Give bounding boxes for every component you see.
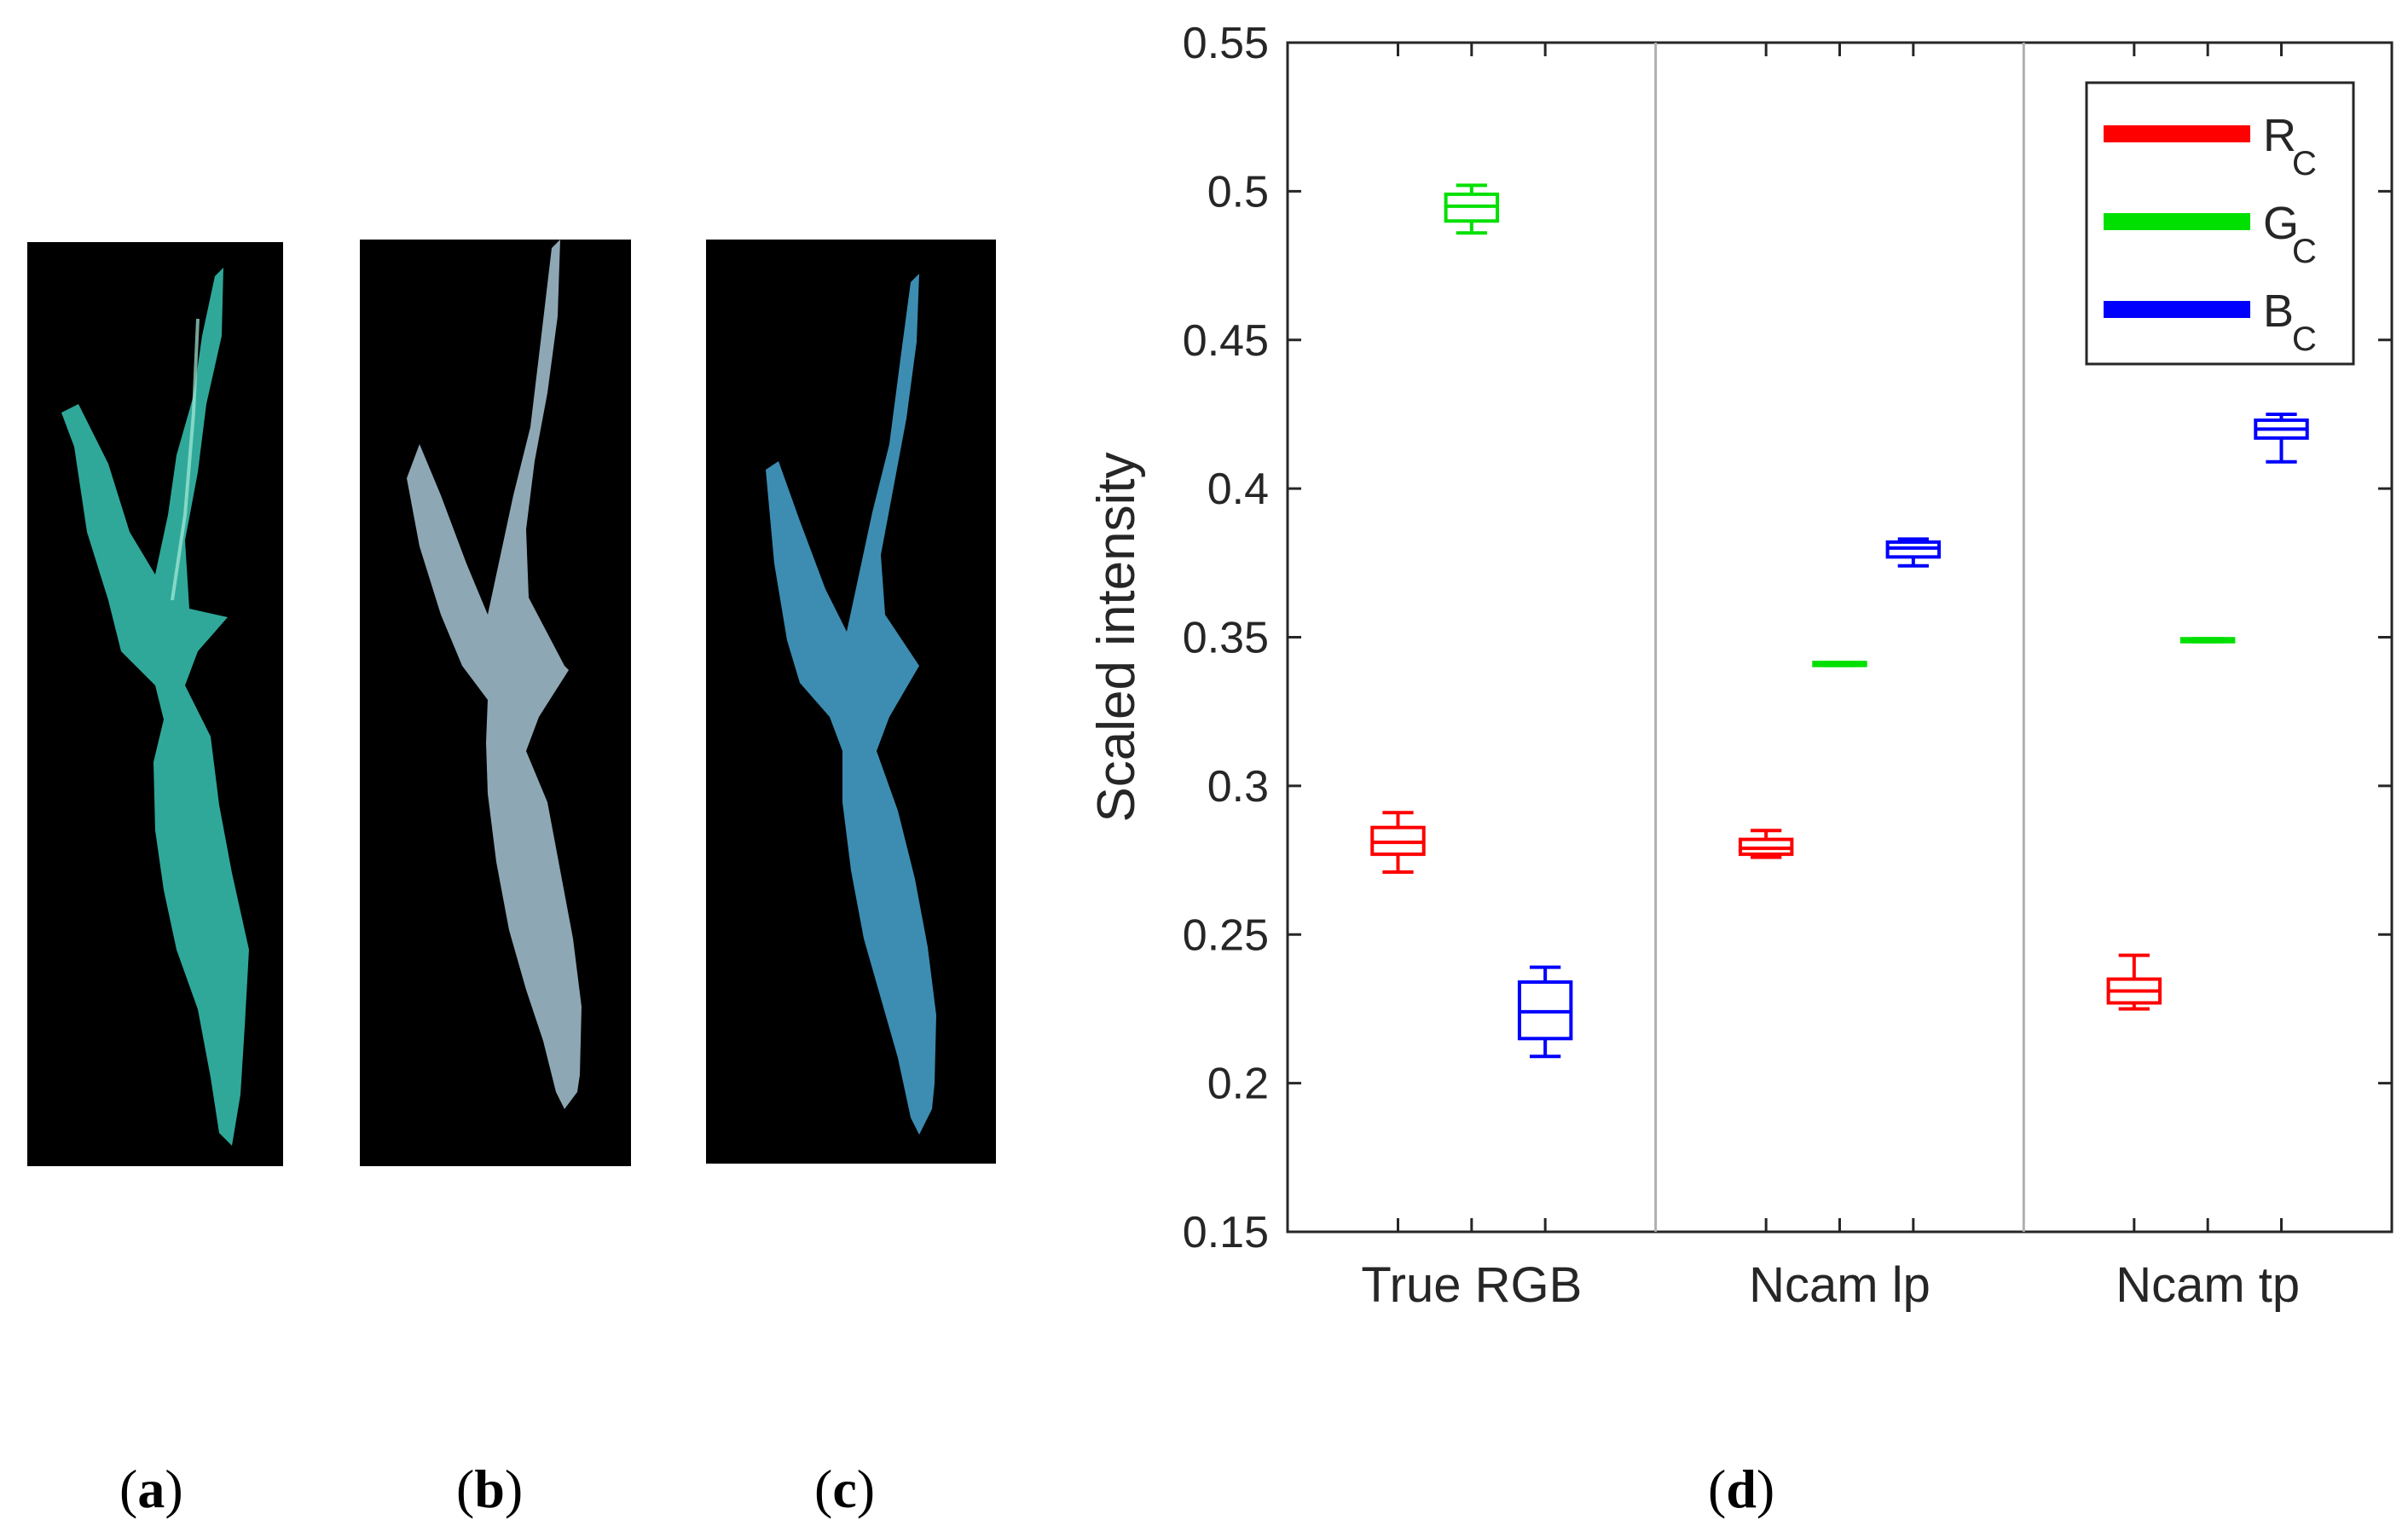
legend-label-subscript: C bbox=[2292, 145, 2317, 182]
y-tick-label: 0.45 bbox=[1183, 316, 1269, 366]
legend-label: R bbox=[2263, 110, 2296, 161]
x-category-label: Ncam tp bbox=[2116, 1257, 2300, 1313]
y-tick-label: 0.4 bbox=[1207, 465, 1269, 514]
legend-label-subscript: C bbox=[2292, 233, 2317, 270]
panel-label-d: (d) bbox=[1708, 1459, 1775, 1519]
y-tick-label: 0.15 bbox=[1183, 1208, 1269, 1257]
legend-label: G bbox=[2263, 198, 2299, 249]
y-tick-label: 0.2 bbox=[1207, 1060, 1269, 1109]
y-tick-label: 0.55 bbox=[1183, 19, 1269, 68]
y-tick-label: 0.35 bbox=[1183, 614, 1269, 663]
leaf-shape-a bbox=[61, 268, 249, 1146]
legend-label-subscript: C bbox=[2292, 321, 2317, 358]
legend-label: B bbox=[2263, 286, 2294, 337]
leaf-image-b bbox=[360, 240, 631, 1166]
leaf-image-a bbox=[27, 242, 283, 1166]
y-tick-label: 0.25 bbox=[1183, 910, 1269, 960]
leaf-shape-b bbox=[407, 240, 582, 1109]
panel-label-b: (b) bbox=[456, 1459, 524, 1519]
x-category-label: True RGB bbox=[1361, 1257, 1582, 1313]
panel-label-a: (a) bbox=[119, 1459, 183, 1519]
y-tick-label: 0.5 bbox=[1207, 167, 1269, 217]
y-tick-label: 0.3 bbox=[1207, 762, 1269, 812]
x-category-label: Ncam lp bbox=[1749, 1257, 1930, 1313]
leaf-image-c bbox=[706, 240, 996, 1164]
panel-label-c: (c) bbox=[814, 1459, 876, 1519]
y-axis-label: Scaled intensity bbox=[1087, 452, 1146, 822]
leaf-shape-c bbox=[766, 274, 936, 1135]
